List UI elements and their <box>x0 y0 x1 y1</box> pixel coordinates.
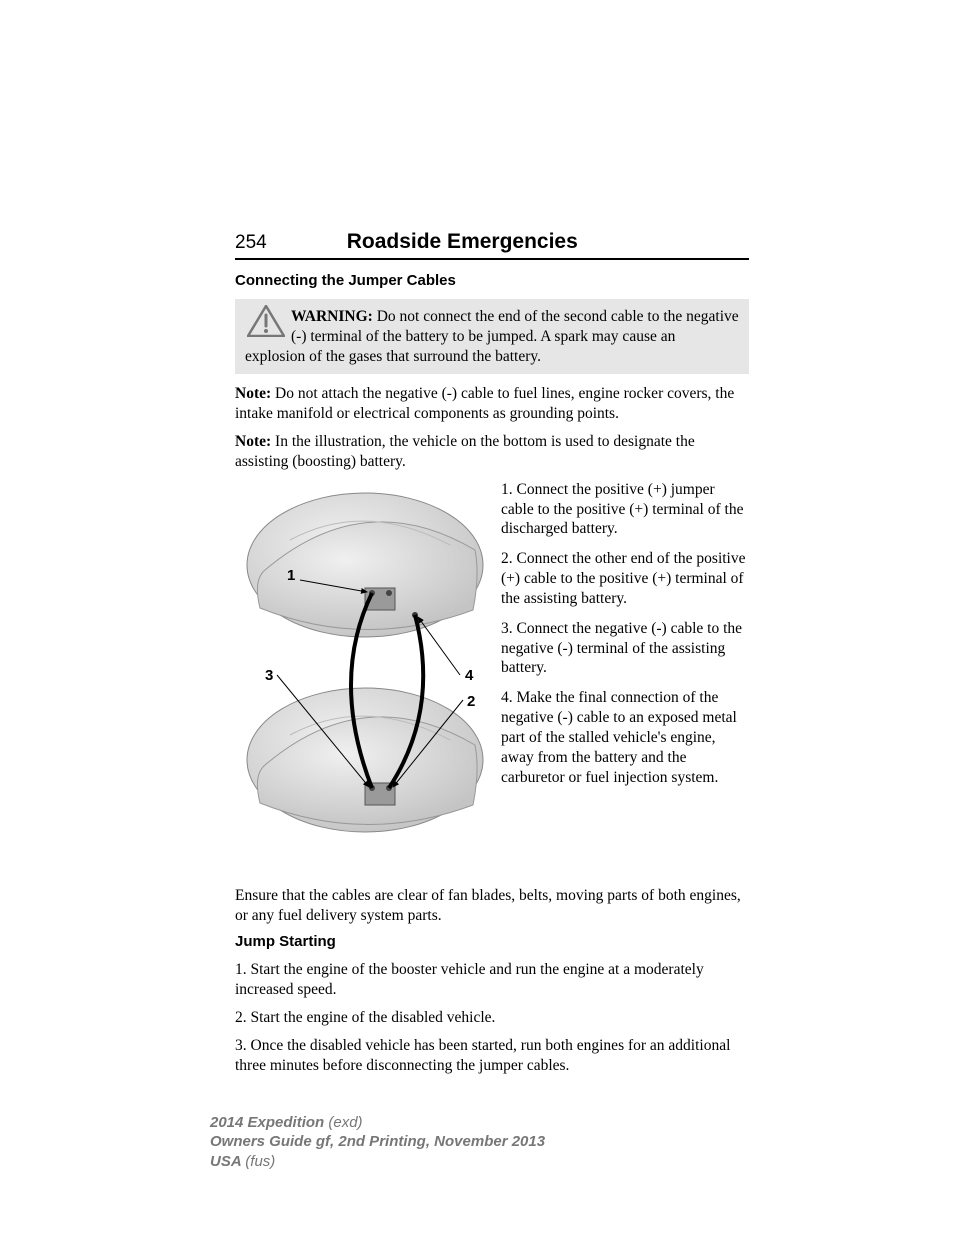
page-number: 254 <box>235 232 267 254</box>
step-4: 4. Make the final connection of the nega… <box>501 688 749 787</box>
section-heading-connecting: Connecting the Jumper Cables <box>235 272 749 289</box>
jumpstart-step-2: 2. Start the engine of the disabled vehi… <box>235 1008 749 1028</box>
diagram-callout-3: 3 <box>265 667 273 684</box>
note-1: Note: Do not attach the negative (-) cab… <box>235 384 749 424</box>
warning-label: WARNING: <box>291 308 373 325</box>
jumpstart-step-3: 3. Once the disabled vehicle has been st… <box>235 1036 749 1076</box>
note-2: Note: In the illustration, the vehicle o… <box>235 432 749 472</box>
page: 254 Roadside Emergencies Connecting the … <box>0 0 954 1235</box>
note-label-1: Note: <box>235 385 271 402</box>
diagram-callout-2: 2 <box>467 693 475 710</box>
jumper-cable-diagram: 1 2 3 4 <box>235 480 485 880</box>
connection-steps: 1. Connect the positive (+) jumper cable… <box>501 480 749 880</box>
footer-line-3: USA (fus) <box>210 1152 545 1172</box>
step-2: 2. Connect the other end of the positive… <box>501 549 749 608</box>
footer-line-2: Owners Guide gf, 2nd Printing, November … <box>210 1132 545 1152</box>
diagram-callout-4: 4 <box>465 667 474 684</box>
note-text-1: Do not attach the negative (-) cable to … <box>235 385 734 422</box>
section-heading-jumpstart: Jump Starting <box>235 933 749 950</box>
diagram-top-car <box>247 493 483 637</box>
note-label-2: Note: <box>235 433 271 450</box>
jumpstart-step-1: 1. Start the engine of the booster vehic… <box>235 960 749 1000</box>
note-text-2: In the illustration, the vehicle on the … <box>235 433 695 470</box>
page-header: 254 Roadside Emergencies <box>235 230 749 260</box>
warning-box: WARNING: Do not connect the end of the s… <box>235 299 749 374</box>
diagram-row: 1 2 3 4 1. Connect the positive (+) jump… <box>235 480 749 880</box>
after-steps-note: Ensure that the cables are clear of fan … <box>235 886 749 926</box>
step-3: 3. Connect the negative (-) cable to the… <box>501 619 749 678</box>
step-1: 1. Connect the positive (+) jumper cable… <box>501 480 749 539</box>
warning-icon <box>247 305 285 337</box>
chapter-title: Roadside Emergencies <box>347 230 578 254</box>
diagram-callout-1: 1 <box>287 567 295 584</box>
diagram-bottom-car <box>247 688 483 832</box>
page-footer: 2014 Expedition (exd) Owners Guide gf, 2… <box>210 1113 545 1172</box>
footer-line-1: 2014 Expedition (exd) <box>210 1113 545 1133</box>
